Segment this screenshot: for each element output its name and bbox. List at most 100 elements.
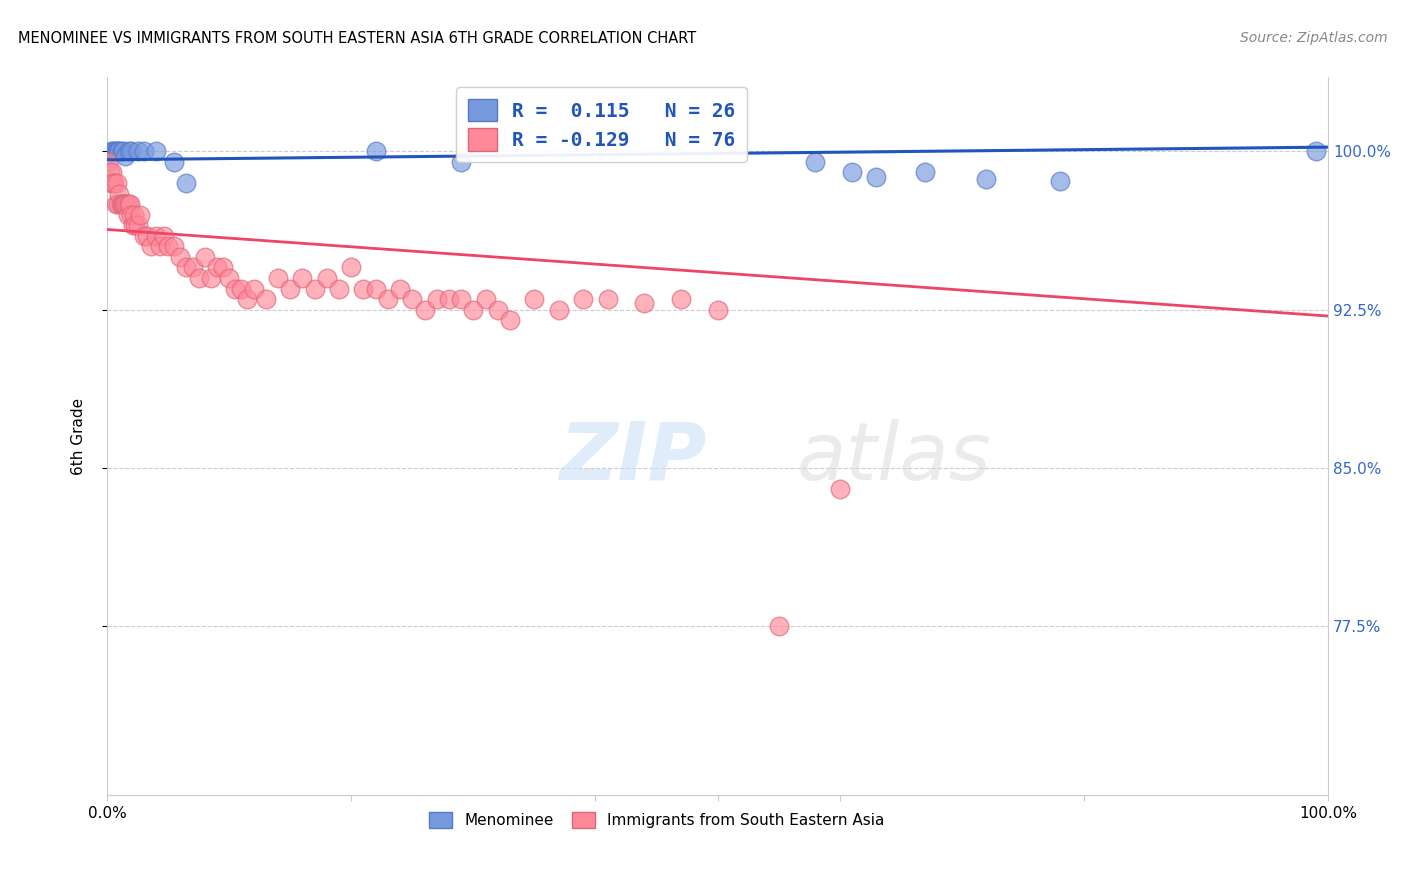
Point — [499, 313, 522, 327]
Point — [127, 145, 149, 159]
Point — [340, 260, 363, 275]
Point — [139, 239, 162, 253]
Point — [315, 271, 337, 285]
Point — [114, 148, 136, 162]
Point — [768, 619, 790, 633]
Point — [353, 282, 375, 296]
Point — [132, 228, 155, 243]
Point — [103, 176, 125, 190]
Point — [486, 302, 509, 317]
Point — [914, 165, 936, 179]
Text: MENOMINEE VS IMMIGRANTS FROM SOUTH EASTERN ASIA 6TH GRADE CORRELATION CHART: MENOMINEE VS IMMIGRANTS FROM SOUTH EASTE… — [18, 31, 696, 46]
Point — [413, 302, 436, 317]
Point — [108, 186, 131, 201]
Point — [596, 292, 619, 306]
Point — [236, 292, 259, 306]
Point — [145, 145, 167, 159]
Point — [804, 155, 827, 169]
Point — [163, 239, 186, 253]
Point — [437, 292, 460, 306]
Point — [974, 171, 997, 186]
Point — [98, 165, 121, 179]
Point — [706, 302, 728, 317]
Point — [120, 197, 142, 211]
Point — [187, 271, 209, 285]
Point — [111, 197, 134, 211]
Point — [111, 197, 134, 211]
Y-axis label: 6th Grade: 6th Grade — [72, 398, 86, 475]
Point — [841, 165, 863, 179]
Point — [224, 282, 246, 296]
Point — [267, 271, 290, 285]
Point — [107, 145, 129, 159]
Point — [200, 271, 222, 285]
Text: atlas: atlas — [797, 419, 991, 497]
Point — [111, 145, 134, 159]
Point — [212, 260, 235, 275]
Point — [101, 165, 124, 179]
Point — [547, 302, 569, 317]
Point — [377, 292, 399, 306]
Point — [328, 282, 350, 296]
Point — [426, 292, 449, 306]
Point — [669, 292, 692, 306]
Point — [121, 145, 143, 159]
Point — [127, 219, 149, 233]
Point — [100, 145, 122, 159]
Point — [169, 250, 191, 264]
Point — [242, 282, 264, 296]
Point — [114, 197, 136, 211]
Point — [1049, 174, 1071, 188]
Point — [364, 282, 387, 296]
Point — [474, 292, 496, 306]
Point — [117, 208, 139, 222]
Point — [865, 169, 887, 184]
Point — [176, 260, 198, 275]
Point — [401, 292, 423, 306]
Point — [389, 282, 412, 296]
Point — [304, 282, 326, 296]
Point — [115, 197, 138, 211]
Point — [121, 208, 143, 222]
Point — [129, 208, 152, 222]
Point — [450, 292, 472, 306]
Point — [176, 176, 198, 190]
Text: Source: ZipAtlas.com: Source: ZipAtlas.com — [1240, 31, 1388, 45]
Point — [364, 145, 387, 159]
Text: ZIP: ZIP — [558, 419, 706, 497]
Point — [101, 176, 124, 190]
Point — [124, 219, 146, 233]
Point — [108, 145, 131, 159]
Point — [231, 282, 253, 296]
Point — [97, 155, 120, 169]
Point — [194, 250, 217, 264]
Point — [291, 271, 314, 285]
Point — [100, 176, 122, 190]
Point — [103, 145, 125, 159]
Point — [572, 292, 595, 306]
Point — [107, 197, 129, 211]
Point — [523, 292, 546, 306]
Point — [153, 228, 176, 243]
Point — [633, 296, 655, 310]
Point — [132, 145, 155, 159]
Point — [163, 155, 186, 169]
Point — [121, 219, 143, 233]
Point — [145, 228, 167, 243]
Point — [1305, 145, 1327, 159]
Point — [111, 145, 134, 159]
Point — [101, 145, 124, 159]
Legend: Menominee, Immigrants from South Eastern Asia: Menominee, Immigrants from South Eastern… — [423, 805, 890, 834]
Point — [463, 302, 485, 317]
Point — [105, 145, 128, 159]
Point — [254, 292, 277, 306]
Point — [112, 197, 135, 211]
Point — [104, 197, 127, 211]
Point — [118, 197, 141, 211]
Point — [181, 260, 204, 275]
Point — [218, 271, 240, 285]
Point — [136, 228, 159, 243]
Point — [450, 155, 472, 169]
Point — [104, 145, 127, 159]
Point — [828, 482, 851, 496]
